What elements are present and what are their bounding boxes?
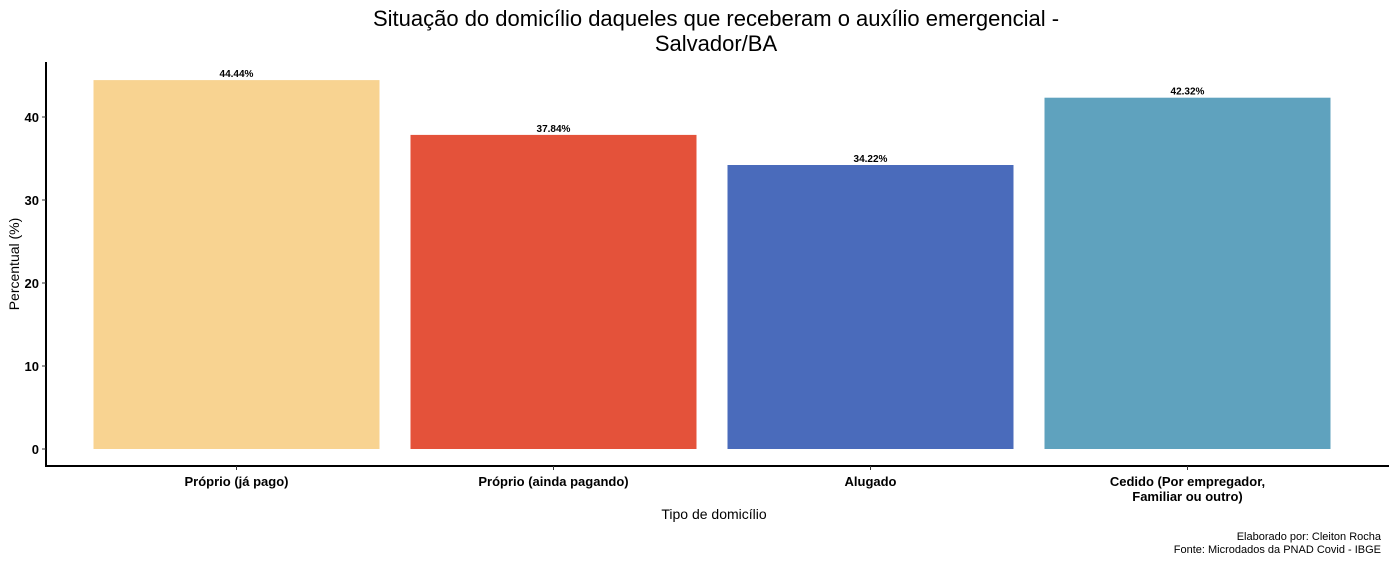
caption-line-2: Fonte: Microdados da PNAD Covid - IBGE — [1174, 544, 1381, 556]
bar-2 — [410, 134, 697, 449]
y-tick-label-40: 40 — [25, 110, 39, 125]
caption-line-1: Elaborado por: Cleiton Rocha — [1237, 531, 1382, 543]
data-label-3: 34.22% — [854, 154, 888, 165]
x-tick-label-3: Alugado — [845, 474, 897, 489]
y-axis-title: Percentual (%) — [6, 218, 22, 311]
bar-4 — [1044, 97, 1331, 449]
bar-3 — [727, 165, 1014, 449]
chart-title-line-1: Situação do domicílio daqueles que receb… — [373, 6, 1059, 31]
bar-1 — [93, 80, 380, 449]
data-labels-group: 44.44% 37.84% 34.22% 42.32% — [220, 69, 1205, 165]
caption: Elaborado por: Cleiton Rocha Fonte: Micr… — [1174, 531, 1382, 556]
y-ticks-group: 0 10 20 30 40 — [25, 110, 46, 457]
x-tick-label-4-line-2: Familiar ou outro) — [1132, 489, 1243, 504]
chart-title: Situação do domicílio daqueles que receb… — [373, 6, 1059, 56]
x-tick-label-4-line-1: Cedido (Por empregador, — [1110, 474, 1265, 489]
x-axis-title: Tipo de domicílio — [661, 506, 767, 522]
bars-group — [93, 80, 1331, 449]
x-ticks-group: Próprio (já pago) Próprio (ainda pagando)… — [185, 466, 1265, 504]
x-tick-label-2: Próprio (ainda pagando) — [478, 474, 628, 489]
chart-title-line-2: Salvador/BA — [655, 31, 778, 56]
data-label-2: 37.84% — [537, 124, 571, 135]
y-tick-label-20: 20 — [25, 276, 39, 291]
y-tick-label-10: 10 — [25, 359, 39, 374]
y-tick-label-0: 0 — [32, 442, 39, 457]
x-tick-label-1: Próprio (já pago) — [185, 474, 289, 489]
data-label-4: 42.32% — [1171, 87, 1205, 98]
data-label-1: 44.44% — [220, 69, 254, 80]
y-tick-label-30: 30 — [25, 193, 39, 208]
